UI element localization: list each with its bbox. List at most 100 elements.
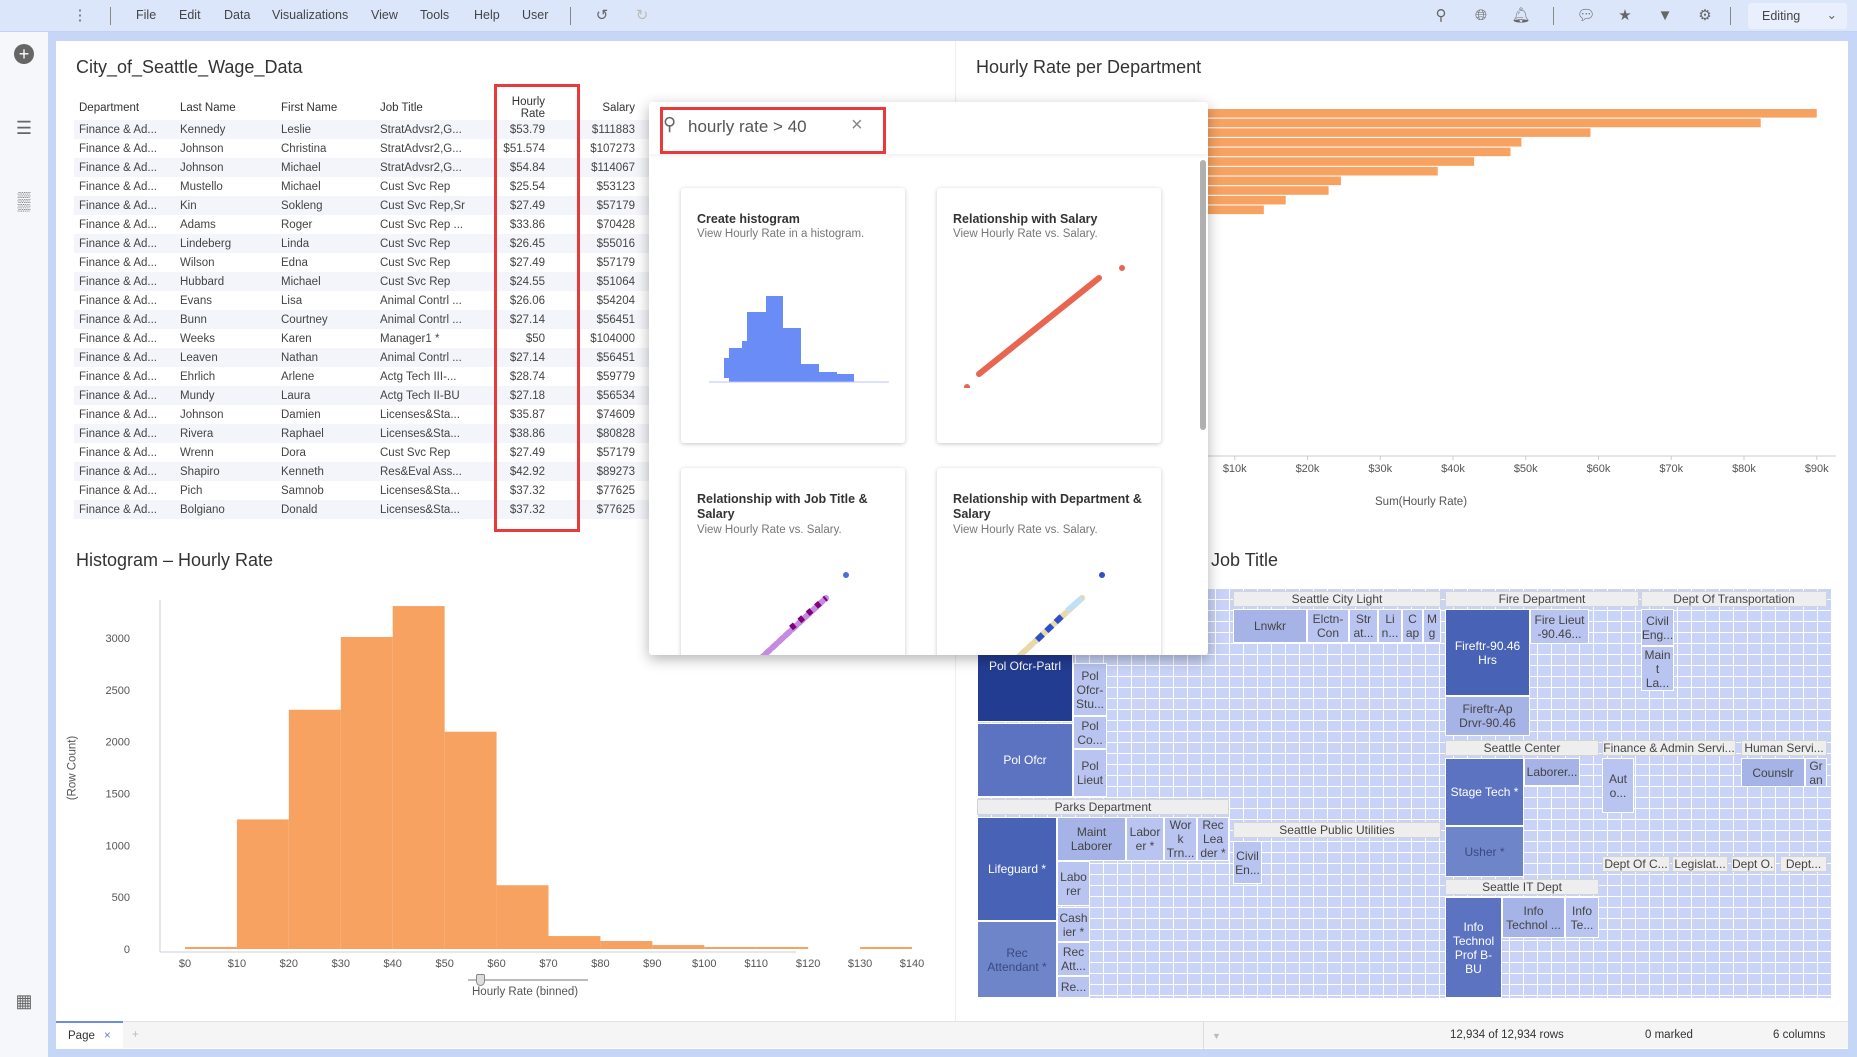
table-row[interactable]: Finance & Ad... Lindeberg Linda Cust Svc Re…: [74, 234, 649, 253]
add-icon[interactable]: +: [14, 44, 34, 64]
table-row[interactable]: Finance & Ad... Mustello Michael Cust Svc R…: [74, 177, 649, 196]
treemap-cell[interactable]: Info Te...: [1565, 897, 1599, 938]
treemap-cell[interactable]: Main t La...: [1641, 646, 1674, 691]
redo-icon[interactable]: ↻: [635, 7, 649, 24]
treemap-cell[interactable]: Labo rer: [1057, 861, 1090, 906]
search-icon[interactable]: ⚲: [1435, 7, 1447, 24]
treemap-group-header[interactable]: Parks Department: [977, 799, 1229, 815]
treemap-group-header[interactable]: Legislat...: [1672, 856, 1728, 872]
treemap-cell[interactable]: Elctn-Con: [1307, 609, 1349, 643]
mode-dropdown[interactable]: Editing ⌄: [1748, 3, 1847, 29]
chat-icon[interactable]: 💬︎: [1576, 7, 1596, 24]
treemap-cell[interactable]: Cash ier *: [1057, 907, 1090, 942]
popup-scrollbar[interactable]: [1200, 160, 1206, 430]
add-page-icon[interactable]: +: [132, 1029, 139, 1041]
more-vertical-icon[interactable]: ⋮: [72, 7, 88, 24]
treemap-cell[interactable]: Rec Att...: [1057, 942, 1090, 976]
table-row[interactable]: Finance & Ad... Johnson Christina StratAdvs…: [74, 139, 649, 158]
table-row[interactable]: Finance & Ad... Pich Samnob Licenses&Sta...…: [74, 481, 649, 500]
table-row[interactable]: Finance & Ad... Johnson Damien Licenses&Sta…: [74, 405, 649, 424]
histogram-bar[interactable]: [444, 731, 497, 949]
table-row[interactable]: Finance & Ad... Rivera Raphael Licenses&Sta…: [74, 424, 649, 443]
treemap-cell[interactable]: Aut o...: [1602, 758, 1634, 813]
histogram-bar[interactable]: [236, 819, 289, 949]
treemap-group-header[interactable]: Fire Department: [1445, 591, 1639, 607]
treemap-cell[interactable]: Wor k Trn...: [1164, 817, 1197, 861]
treemap-group-header[interactable]: Finance & Admin Servi...: [1602, 740, 1736, 756]
histogram-bar[interactable]: [288, 709, 341, 949]
histogram-bar[interactable]: [185, 947, 237, 949]
table-row[interactable]: Finance & Ad... Bunn Courtney Animal Contrl…: [74, 310, 649, 329]
treemap-cell[interactable]: Laborer...: [1524, 758, 1580, 786]
treemap-cell[interactable]: Maint Laborer: [1057, 817, 1126, 861]
table-row[interactable]: Finance & Ad... Evans Lisa Animal Contrl ..…: [74, 291, 649, 310]
treemap-cell[interactable]: Lnwkr: [1233, 609, 1307, 643]
treemap-group-header[interactable]: Human Servi...: [1741, 740, 1827, 756]
treemap-cell[interactable]: Labor er *: [1126, 817, 1164, 861]
treemap-group-header[interactable]: Dept Of Transportation: [1641, 591, 1827, 607]
treemap-group-header[interactable]: Seattle Public Utilities: [1233, 822, 1441, 838]
close-tab-icon[interactable]: ×: [104, 1030, 111, 1042]
bar[interactable]: [1162, 128, 1591, 137]
column-header[interactable]: Department: [79, 102, 140, 114]
treemap-cell[interactable]: Pol Co...: [1073, 716, 1107, 749]
menu-visualizations[interactable]: Visualizations: [272, 8, 349, 22]
treemap-cell[interactable]: Gr an: [1805, 758, 1827, 787]
table-row[interactable]: Finance & Ad... Mundy Laura Actg Tech II-BU…: [74, 386, 649, 405]
treemap-cell[interactable]: Pol Ofcr-Stu...: [1073, 663, 1107, 716]
histogram-bar[interactable]: [392, 606, 445, 949]
treemap-cell[interactable]: Fire Lieut -90.46...: [1530, 609, 1589, 644]
treemap-cell[interactable]: Stage Tech *: [1445, 758, 1524, 826]
table-row[interactable]: Finance & Ad... Kin Sokleng Cust Svc Rep,Sr…: [74, 196, 649, 215]
menu-user[interactable]: User: [522, 8, 549, 22]
data-table[interactable]: Department Last Name First Name Job Title Ho…: [74, 96, 664, 519]
bar[interactable]: [1162, 137, 1522, 147]
histogram-bar[interactable]: [756, 947, 809, 949]
table-row[interactable]: Finance & Ad... Johnson Michael StratAdvsr2…: [74, 158, 649, 177]
bar[interactable]: [1162, 157, 1475, 166]
globe-icon[interactable]: 🌐︎: [1474, 7, 1487, 24]
visualization-icon[interactable]: ▒: [17, 191, 31, 211]
histogram-bar[interactable]: [548, 936, 601, 949]
treemap-cell[interactable]: Pol Lieut: [1073, 749, 1107, 797]
clear-search-icon[interactable]: ×: [851, 114, 863, 136]
treemap-cell[interactable]: Fireftr-Ap Drvr-90.46: [1445, 696, 1530, 736]
treemap-group-header[interactable]: Seattle City Light: [1233, 591, 1441, 607]
bar[interactable]: [1162, 186, 1329, 195]
treemap-cell[interactable]: Fireftr-90.46 Hrs: [1445, 609, 1530, 696]
treemap-cell[interactable]: Civil En...: [1233, 841, 1262, 884]
histogram-bar[interactable]: [340, 636, 393, 949]
menu-tools[interactable]: Tools: [420, 8, 450, 22]
department-bar-chart[interactable]: $10k $20k $30k $40k $50k $60k $70k $80k $90k: [956, 90, 1846, 520]
data-table-icon[interactable]: ☰: [15, 118, 33, 138]
treemap-group-header[interactable]: Dept...: [1780, 856, 1827, 872]
suggestion-card-department-salary[interactable]: Relationship with Department & Salary Vi…: [937, 468, 1161, 655]
treemap[interactable]: [977, 588, 1832, 998]
treemap-cell[interactable]: Rec Lea der *: [1197, 817, 1229, 861]
treemap-cell[interactable]: Lifeguard *: [977, 817, 1057, 921]
bar[interactable]: [1162, 118, 1761, 128]
table-row[interactable]: Finance & Ad... Ehrlich Arlene Actg Tech II…: [74, 367, 649, 386]
treemap-group-header[interactable]: Seattle Center: [1445, 740, 1599, 756]
table-row[interactable]: Finance & Ad... Kennedy Leslie StratAdvsr2,…: [74, 120, 649, 139]
treemap-cell[interactable]: Counslr: [1741, 758, 1805, 787]
treemap-cell[interactable]: Re...: [1057, 976, 1090, 998]
suggestion-card-salary[interactable]: Relationship with Salary View Hourly Rat…: [937, 188, 1161, 443]
bar[interactable]: [1162, 109, 1817, 118]
menu-edit[interactable]: Edit: [179, 8, 201, 22]
treemap-cell[interactable]: Usher *: [1445, 826, 1524, 877]
treemap-cell[interactable]: Li n...: [1378, 609, 1402, 643]
histogram-chart[interactable]: 0 500 1000 1500 2000 2500 3000 $0 $10 $20 $30 $40 $5…: [56, 580, 955, 1020]
table-row[interactable]: Finance & Ad... Bolgiano Donald Licenses&St…: [74, 500, 649, 519]
bar[interactable]: [1162, 195, 1286, 205]
histogram-bar[interactable]: [600, 941, 653, 949]
search-input[interactable]: hourly rate > 40: [688, 117, 807, 136]
bar[interactable]: [1162, 166, 1438, 176]
hierarchy-icon[interactable]: ▦: [15, 991, 33, 1011]
treemap-cell[interactable]: Pol Ofcr: [977, 723, 1073, 797]
filter-icon[interactable]: ▼: [1657, 7, 1673, 24]
menu-help[interactable]: Help: [474, 8, 500, 22]
menu-data[interactable]: Data: [224, 8, 251, 22]
treemap-cell[interactable]: M g: [1423, 609, 1441, 643]
histogram-bar[interactable]: [496, 885, 549, 949]
